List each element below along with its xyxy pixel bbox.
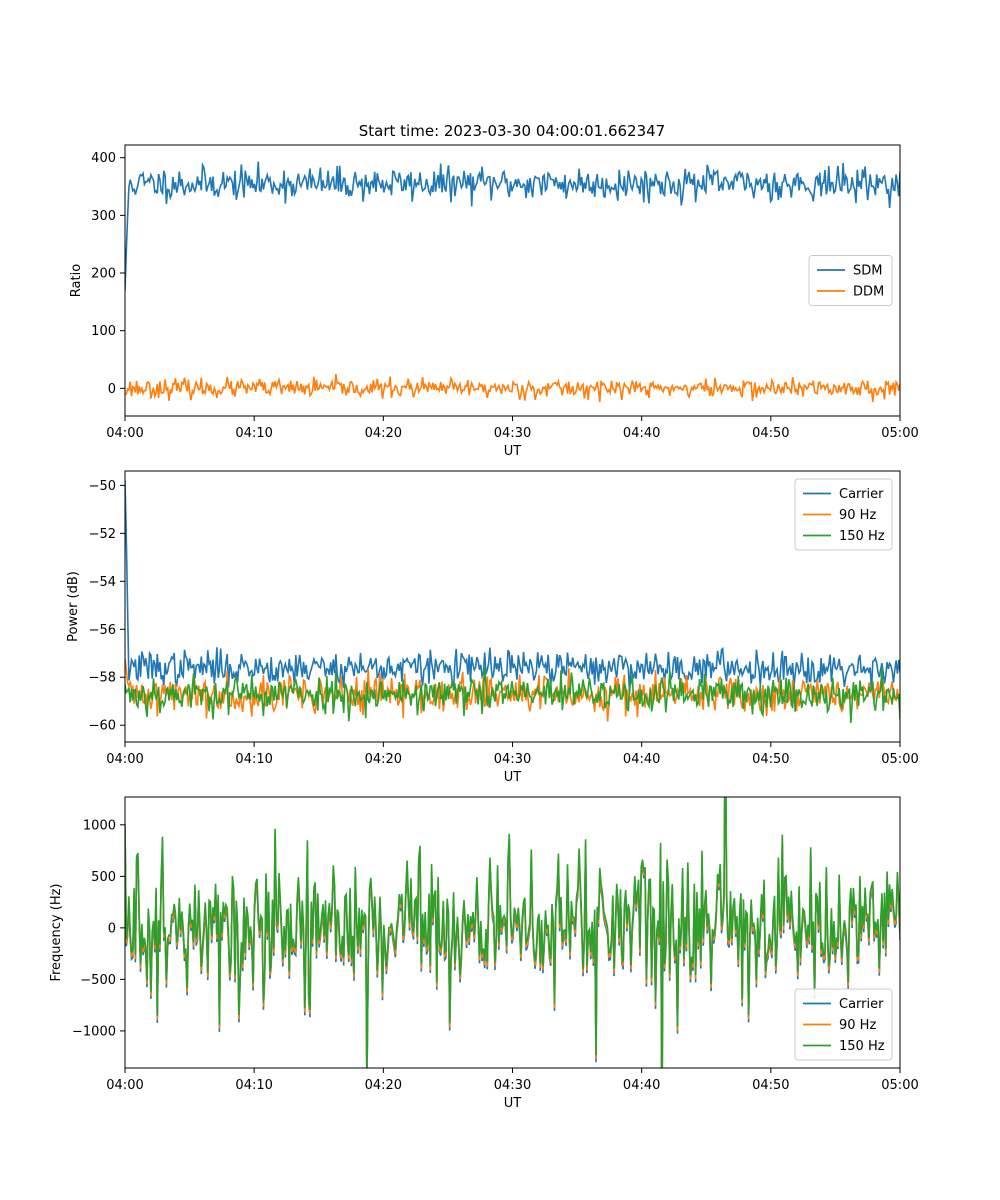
legend-entry: DDM — [853, 285, 884, 300]
series-line-carrier — [125, 480, 900, 694]
legend-box — [794, 478, 893, 551]
chart-2: 04:00 04:10 04:20 04:30 04:40 04:50 05:00 −60 −5… — [66, 470, 919, 785]
y-tick-label: −500 — [80, 973, 116, 988]
legend: SDM DDM — [808, 255, 893, 306]
y-tick-label: −1000 — [72, 1024, 116, 1039]
y-axis-label: Ratio — [69, 264, 84, 297]
y-tick-label: −56 — [89, 623, 116, 638]
x-tick-label: 04:40 — [623, 426, 660, 441]
x-tick-label: 04:50 — [752, 752, 789, 767]
x-axis-label: UT — [504, 1096, 522, 1111]
x-tick-label: 04:00 — [106, 752, 143, 767]
y-axis-label: Power (dB) — [66, 571, 81, 642]
x-tick-label: 04:10 — [235, 752, 272, 767]
x-tick-label: 04:30 — [494, 752, 531, 767]
y-tick-label: −58 — [89, 671, 116, 686]
x-tick-label: 04:10 — [235, 1078, 272, 1093]
y-tick-label: 100 — [91, 324, 116, 339]
y-tick-label: 400 — [91, 151, 116, 166]
x-tick-label: 04:20 — [365, 426, 402, 441]
y-axis-label: Frequency (Hz) — [49, 883, 64, 981]
x-tick-label: 04:10 — [235, 426, 272, 441]
x-tick-label: 04:00 — [106, 1078, 143, 1093]
chart-1: 04:00 04:10 04:20 04:30 04:40 04:50 05:00 0 100 2… — [69, 144, 919, 459]
x-axis-label: UT — [504, 444, 522, 459]
x-tick-label: 04:50 — [752, 1078, 789, 1093]
x-tick-label: 05:00 — [881, 752, 918, 767]
legend-entry: SDM — [853, 264, 882, 279]
x-tick-label: 04:20 — [365, 1078, 402, 1093]
x-tick-label: 04:40 — [623, 752, 660, 767]
legend-box — [794, 988, 893, 1061]
series-line-sdm — [125, 161, 900, 291]
x-tick-label: 04:20 — [365, 752, 402, 767]
y-tick-label: 0 — [108, 382, 116, 397]
x-tick-label: 05:00 — [881, 1078, 918, 1093]
x-tick-label: 05:00 — [881, 426, 918, 441]
legend-box — [808, 255, 893, 306]
y-tick-label: −60 — [89, 719, 116, 734]
legend-entry: 150 Hz — [839, 529, 885, 544]
y-tick-label: −50 — [89, 479, 116, 494]
y-tick-label: −52 — [89, 527, 116, 542]
legend-entry: Carrier — [839, 487, 884, 502]
plots: 04:00 04:10 04:20 04:30 04:40 04:50 05:00 0 100 2… — [49, 144, 919, 1111]
y-tick-label: 300 — [91, 209, 116, 224]
legend: Carrier 90 Hz 150 Hz — [794, 988, 893, 1061]
series-line-150-hz — [125, 797, 900, 1068]
series-line-150-hz — [125, 667, 900, 723]
figure-title: Start time: 2023-03-30 04:00:01.662347 — [359, 122, 665, 140]
x-tick-label: 04:50 — [752, 426, 789, 441]
x-axis-label: UT — [504, 770, 522, 785]
y-tick-label: 500 — [91, 870, 116, 885]
x-tick-label: 04:30 — [494, 426, 531, 441]
legend: Carrier 90 Hz 150 Hz — [794, 478, 893, 551]
x-tick-label: 04:40 — [623, 1078, 660, 1093]
x-tick-label: 04:30 — [494, 1078, 531, 1093]
legend-entry: 150 Hz — [839, 1039, 885, 1054]
y-tick-label: 0 — [108, 921, 116, 936]
y-tick-label: 200 — [91, 267, 116, 282]
chart-3: 04:00 04:10 04:20 04:30 04:40 04:50 05:00 −1000… — [49, 796, 919, 1111]
axes-frame — [124, 144, 901, 417]
legend-entry: 90 Hz — [839, 508, 876, 523]
legend-entry: Carrier — [839, 997, 884, 1012]
y-tick-label: 1000 — [83, 818, 116, 833]
y-tick-label: −54 — [89, 575, 116, 590]
series-line-ddm — [125, 373, 900, 403]
x-tick-label: 04:00 — [106, 426, 143, 441]
legend-entry: 90 Hz — [839, 1018, 876, 1033]
